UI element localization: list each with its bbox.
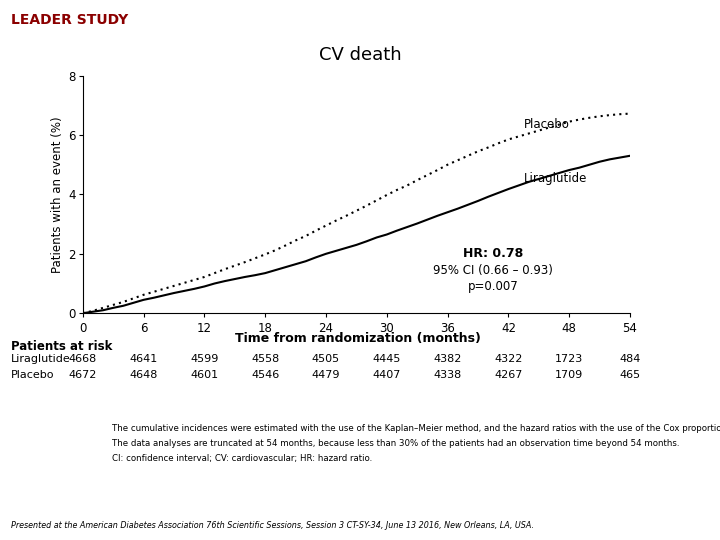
- Text: Time from randomization (months): Time from randomization (months): [235, 332, 481, 345]
- Text: 465: 465: [619, 370, 641, 380]
- Text: 484: 484: [619, 354, 641, 364]
- Text: 4672: 4672: [68, 370, 97, 380]
- Text: 4382: 4382: [433, 354, 462, 364]
- Text: LEADER STUDY: LEADER STUDY: [11, 14, 128, 28]
- Text: CI: confidence interval; CV: cardiovascular; HR: hazard ratio.: CI: confidence interval; CV: cardiovascu…: [112, 454, 372, 463]
- Text: 4648: 4648: [130, 370, 158, 380]
- Text: 4668: 4668: [68, 354, 97, 364]
- Text: Presented at the American Diabetes Association 76th Scientific Sessions, Session: Presented at the American Diabetes Assoc…: [11, 521, 534, 530]
- Text: The data analyses are truncated at 54 months, because less than 30% of the patie: The data analyses are truncated at 54 mo…: [112, 439, 679, 448]
- Text: 4599: 4599: [190, 354, 219, 364]
- Text: 1709: 1709: [555, 370, 583, 380]
- Text: 4479: 4479: [312, 370, 341, 380]
- Text: 4322: 4322: [494, 354, 523, 364]
- Text: 4338: 4338: [433, 370, 462, 380]
- Text: 4558: 4558: [251, 354, 279, 364]
- Text: Placebo: Placebo: [11, 370, 54, 380]
- Text: 1723: 1723: [555, 354, 583, 364]
- Text: p=0.007: p=0.007: [468, 280, 518, 293]
- Text: Liraglutide: Liraglutide: [11, 354, 71, 364]
- Text: Placebo: Placebo: [523, 118, 570, 131]
- Text: CV death: CV death: [319, 46, 401, 64]
- Text: 4267: 4267: [494, 370, 523, 380]
- Y-axis label: Patients with an event (%): Patients with an event (%): [51, 116, 64, 273]
- Text: Liraglutide: Liraglutide: [523, 172, 587, 185]
- Text: 4445: 4445: [373, 354, 401, 364]
- Text: The cumulative incidences were estimated with the use of the Kaplan–Meier method: The cumulative incidences were estimated…: [112, 424, 720, 433]
- Text: HR: 0.78: HR: 0.78: [463, 247, 523, 260]
- Text: 4546: 4546: [251, 370, 279, 380]
- Text: 4505: 4505: [312, 354, 340, 364]
- Text: 95% CI (0.66 – 0.93): 95% CI (0.66 – 0.93): [433, 264, 553, 276]
- Text: 4601: 4601: [190, 370, 218, 380]
- Text: 4407: 4407: [373, 370, 401, 380]
- Text: Patients at risk: Patients at risk: [11, 340, 112, 353]
- Text: 4641: 4641: [130, 354, 158, 364]
